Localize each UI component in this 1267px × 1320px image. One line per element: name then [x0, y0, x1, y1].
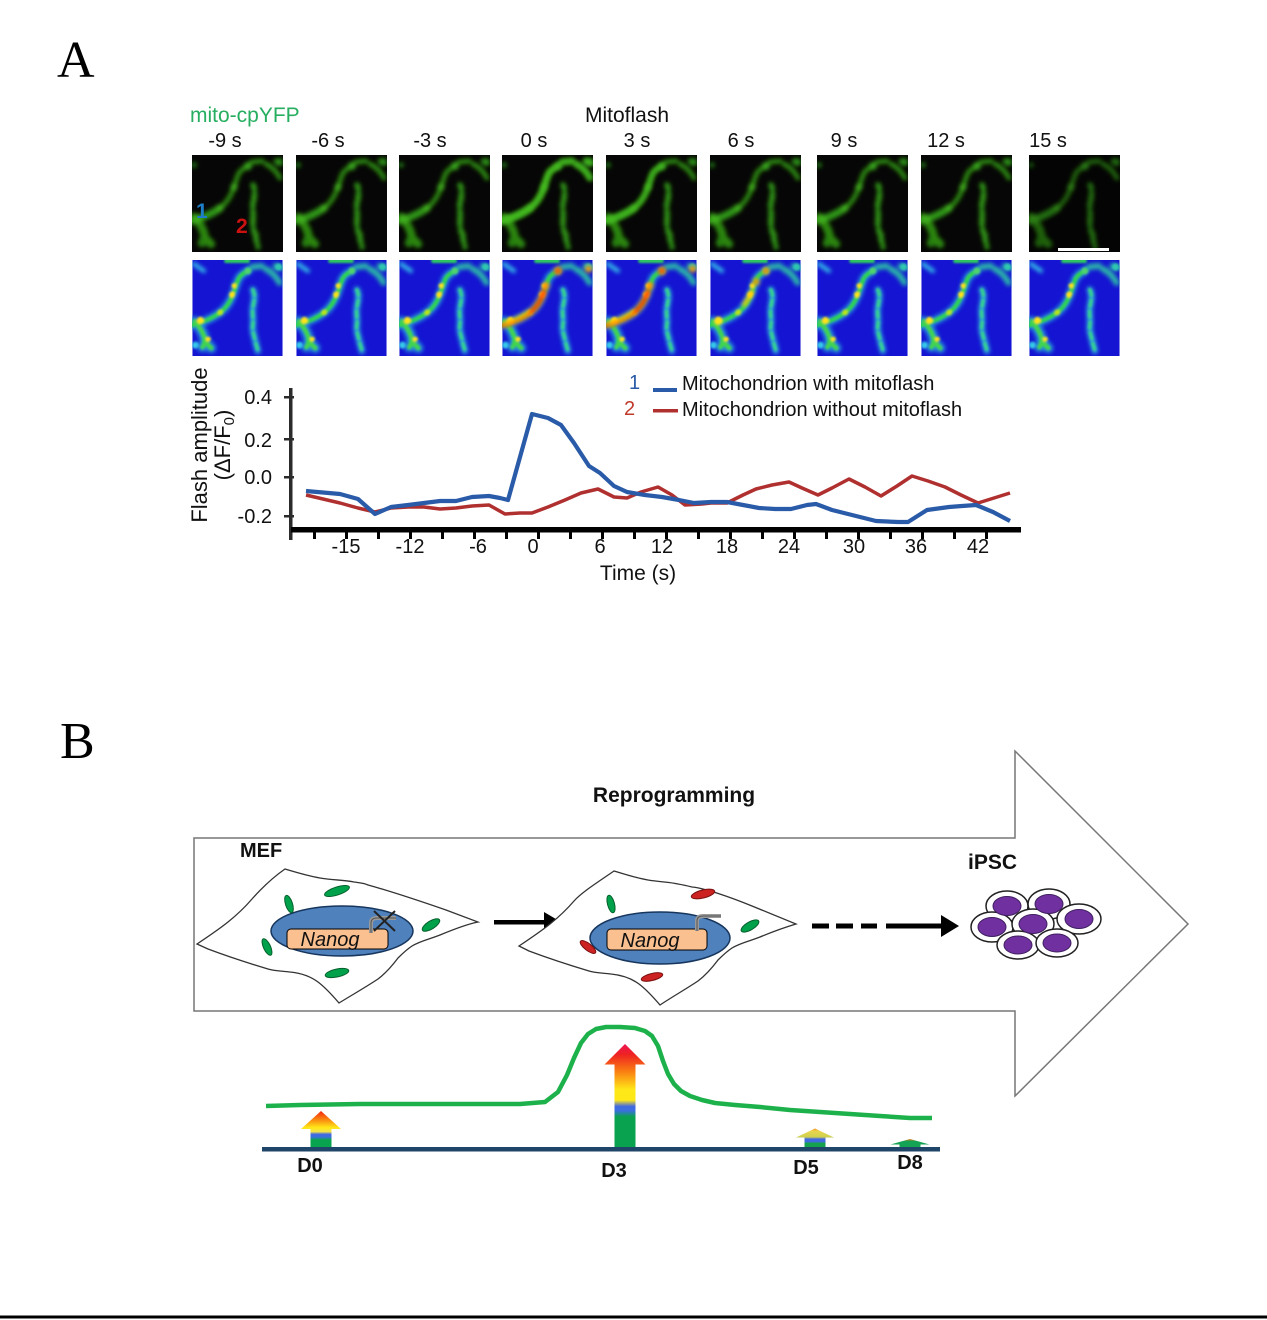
- svg-text:18: 18: [716, 536, 738, 558]
- svg-text:A: A: [57, 32, 95, 89]
- svg-text:1: 1: [196, 200, 208, 223]
- svg-text:0.4: 0.4: [244, 387, 272, 409]
- svg-text:D8: D8: [897, 1152, 923, 1174]
- svg-text:D5: D5: [793, 1157, 819, 1179]
- svg-text:0 s: 0 s: [521, 130, 548, 152]
- svg-text:24: 24: [778, 536, 800, 558]
- svg-text:36: 36: [905, 536, 927, 558]
- svg-text:D0: D0: [297, 1155, 323, 1177]
- svg-text:iPSC: iPSC: [968, 851, 1017, 874]
- svg-text:3 s: 3 s: [624, 130, 651, 152]
- svg-text:mito-cpYFP: mito-cpYFP: [190, 104, 300, 127]
- svg-text:-6: -6: [469, 536, 487, 558]
- svg-text:6: 6: [594, 536, 605, 558]
- svg-text:42: 42: [967, 536, 989, 558]
- svg-text:(ΔF/F0): (ΔF/F0): [210, 410, 238, 481]
- svg-text:-0.2: -0.2: [238, 506, 272, 528]
- svg-text:MEF: MEF: [240, 840, 282, 862]
- svg-text:-6 s: -6 s: [311, 130, 344, 152]
- svg-text:Time (s): Time (s): [600, 562, 676, 585]
- svg-text:-12: -12: [396, 536, 425, 558]
- svg-text:Mitochondrion without mitoflas: Mitochondrion without mitoflash: [682, 399, 962, 421]
- svg-text:-9 s: -9 s: [208, 130, 241, 152]
- svg-text:2: 2: [236, 215, 248, 238]
- svg-text:2: 2: [624, 398, 635, 420]
- svg-text:Reprogramming: Reprogramming: [593, 784, 755, 807]
- svg-text:0.0: 0.0: [244, 467, 272, 489]
- svg-text:9 s: 9 s: [831, 130, 858, 152]
- svg-text:0: 0: [527, 536, 538, 558]
- svg-text:12: 12: [651, 536, 673, 558]
- svg-text:B: B: [60, 713, 95, 770]
- svg-text:-15: -15: [332, 536, 361, 558]
- svg-text:Flash amplitude: Flash amplitude: [187, 367, 212, 522]
- svg-text:Nanog: Nanog: [621, 930, 680, 952]
- svg-text:30: 30: [843, 536, 865, 558]
- svg-text:0.2: 0.2: [244, 430, 272, 452]
- svg-text:15 s: 15 s: [1029, 130, 1067, 152]
- svg-text:-3 s: -3 s: [413, 130, 446, 152]
- svg-text:6 s: 6 s: [728, 130, 755, 152]
- svg-text:Nanog: Nanog: [301, 929, 360, 951]
- svg-text:1: 1: [629, 372, 640, 394]
- svg-text:Mitoflash: Mitoflash: [585, 104, 669, 127]
- svg-text:Mitochondrion with mitoflash: Mitochondrion with mitoflash: [682, 373, 934, 395]
- svg-text:12 s: 12 s: [927, 130, 965, 152]
- svg-text:D3: D3: [601, 1160, 627, 1182]
